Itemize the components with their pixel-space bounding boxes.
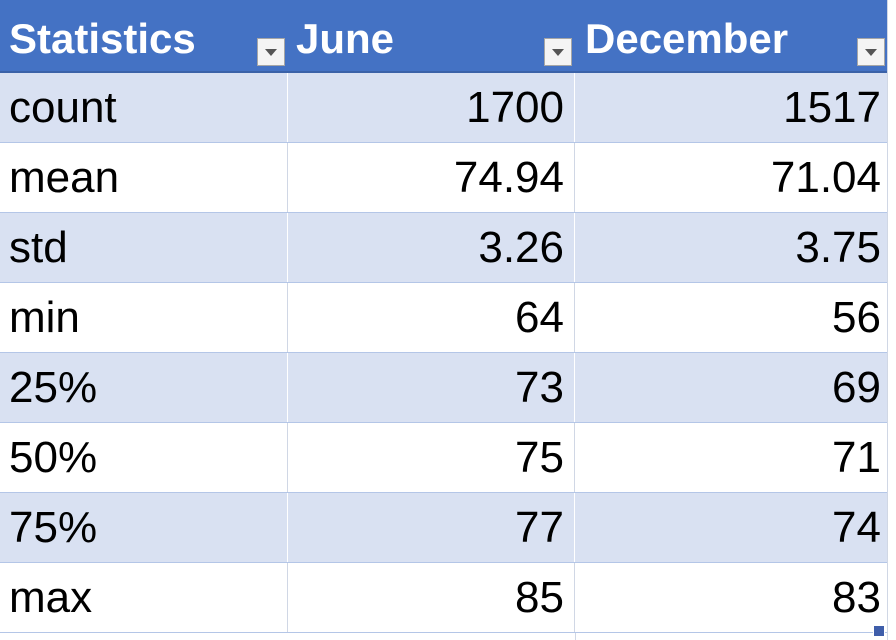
fill-handle[interactable]	[873, 625, 885, 637]
december-value-cell[interactable]: 74	[832, 502, 881, 552]
june-value-cell[interactable]: 75	[288, 423, 575, 492]
header-cell-december[interactable]: December	[575, 0, 887, 71]
june-value-cell[interactable]: 85	[288, 563, 575, 632]
row-label-cell[interactable]: std	[0, 213, 288, 282]
december-value-cell[interactable]: 71.04	[770, 152, 881, 202]
dropdown-arrow-icon	[265, 48, 277, 56]
table-header-row: Statistics June December	[0, 0, 887, 73]
row-label-cell[interactable]: 75%	[0, 493, 288, 562]
dropdown-arrow-icon	[552, 48, 564, 56]
header-cell-statistics[interactable]: Statistics	[0, 0, 288, 71]
row-label-cell[interactable]: max	[0, 563, 288, 632]
june-value-cell[interactable]: 77	[288, 493, 575, 562]
june-value-cell[interactable]: 73	[288, 353, 575, 422]
june-value-cell[interactable]: 74.94	[288, 143, 575, 212]
june-value-cell[interactable]: 3.26	[288, 213, 575, 282]
row-label-cell[interactable]: 50%	[0, 423, 288, 492]
column-gridline	[887, 0, 888, 640]
header-label-statistics: Statistics	[9, 15, 196, 62]
filter-dropdown-button-statistics[interactable]	[257, 38, 285, 66]
header-cell-june[interactable]: June	[288, 0, 575, 71]
row-label-cell[interactable]: mean	[0, 143, 288, 212]
table-row-max: max 85 83	[0, 563, 887, 633]
statistics-table: Statistics June December	[0, 0, 887, 633]
june-value-cell[interactable]: 64	[288, 283, 575, 352]
header-label-june: June	[296, 15, 395, 62]
table-row-count: count 1700 1517	[0, 73, 887, 143]
filter-dropdown-button-june[interactable]	[544, 38, 572, 66]
table-row-75pct: 75% 77 74	[0, 493, 887, 563]
december-value-cell[interactable]: 71	[832, 432, 881, 482]
row-label-cell[interactable]: count	[0, 73, 288, 142]
december-value-cell[interactable]: 56	[832, 292, 881, 342]
table-row-std: std 3.26 3.75	[0, 213, 887, 283]
table-row-25pct: 25% 73 69	[0, 353, 887, 423]
header-label-december: December	[585, 15, 789, 62]
table-row-mean: mean 74.94 71.04	[0, 143, 887, 213]
table-row-50pct: 50% 75 71	[0, 423, 887, 493]
filter-dropdown-button-december[interactable]	[857, 38, 885, 66]
row-label-cell[interactable]: min	[0, 283, 288, 352]
dropdown-arrow-icon	[865, 48, 877, 56]
june-value-cell[interactable]: 1700	[288, 73, 575, 142]
december-value-cell[interactable]: 1517	[783, 82, 881, 132]
table-row-min: min 64 56	[0, 283, 887, 353]
december-value-cell[interactable]: 69	[832, 362, 881, 412]
row-label-cell[interactable]: 25%	[0, 353, 288, 422]
december-value-cell[interactable]: 3.75	[795, 222, 881, 272]
december-value-cell[interactable]: 83	[832, 572, 881, 622]
